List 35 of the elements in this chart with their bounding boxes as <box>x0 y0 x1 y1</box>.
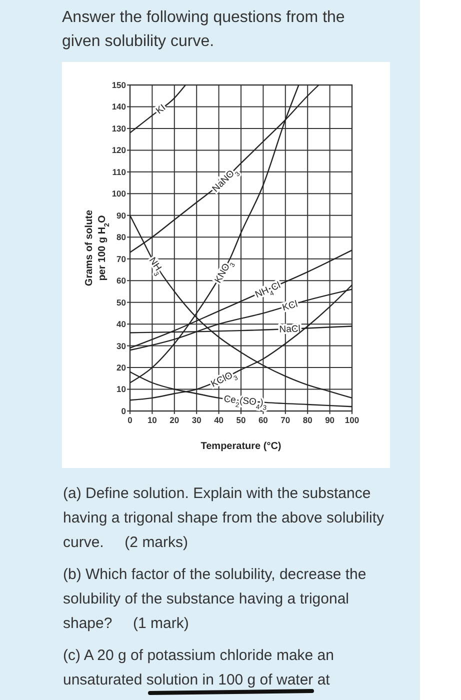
y-tick-label: 10 <box>116 384 126 394</box>
text: (c) A 20 g of potassium chloride make an unsaturated solution in 100 g of water at <box>63 647 334 688</box>
y-tick-label: 0 <box>121 406 126 416</box>
y-tick-label: 20 <box>116 362 126 373</box>
chart-title: Answer the following questions from the given solubility curve. <box>62 9 345 50</box>
x-tick-label: 80 <box>302 415 313 425</box>
y-tick-label: 120 <box>112 145 126 156</box>
x-tick-label: 100 <box>344 415 360 425</box>
x-tick-label: 70 <box>280 415 290 425</box>
series-label: NaCl <box>279 324 301 336</box>
x-tick-label: 40 <box>214 415 224 425</box>
x-tick-label: 0 <box>128 415 133 425</box>
x-tick-label: 10 <box>147 415 158 425</box>
y-tick-label: 60 <box>116 276 126 286</box>
y-tick-label: 90 <box>116 210 126 220</box>
x-tick-label: 60 <box>258 415 268 425</box>
x-tick-label: 90 <box>325 415 335 425</box>
y-tick-label: 50 <box>116 297 126 308</box>
y-tick-label: 30 <box>116 340 126 351</box>
x-tick-label: 50 <box>236 415 246 425</box>
text: (b) Which factor of the solubility, decrease the solubility of the substance having a trigonal shape? (1 mark) <box>63 566 366 632</box>
text: KI <box>154 102 168 117</box>
text: (a) Define solution. Explain with the substance having a trigonal shape from the above solubility curve. (2 marks) <box>63 485 385 551</box>
y-tick-label: 130 <box>112 123 126 134</box>
y-tick-label: 150 <box>112 80 126 90</box>
y-tick-label: 70 <box>116 254 126 264</box>
x-axis-title: Temperature (°C) <box>200 441 282 452</box>
y-tick-label: 40 <box>116 319 126 330</box>
line-series <box>129 84 186 134</box>
y-tick-label: 100 <box>112 188 126 199</box>
y-tick-label: 140 <box>112 102 126 112</box>
y-tick-label: 110 <box>112 166 126 177</box>
x-tick-label: 30 <box>192 415 202 425</box>
x-tick-label: 20 <box>170 415 180 425</box>
y-tick-label: 80 <box>116 232 126 242</box>
